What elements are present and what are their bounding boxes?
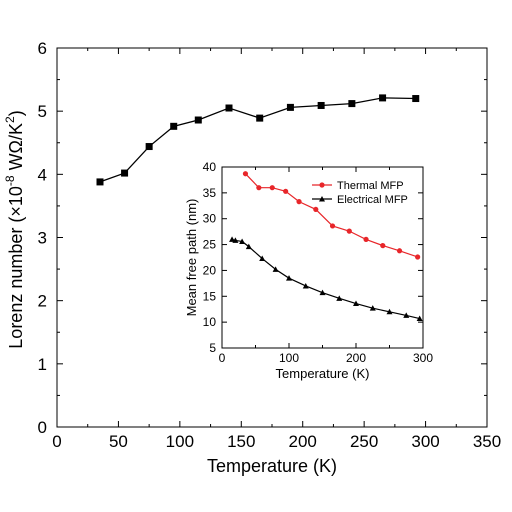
inset-data-point-triangle <box>286 275 292 281</box>
main-y-tick-label: 3 <box>38 229 47 248</box>
inset-data-point-triangle <box>245 243 252 250</box>
main-data-point <box>317 101 325 109</box>
main-x-tick-label: 50 <box>109 432 128 451</box>
inset-x-tick-label: 0 <box>219 351 226 365</box>
inset-data-point-triangle <box>232 237 239 243</box>
inset-background <box>167 155 440 391</box>
main-y-tick-label: 4 <box>38 165 47 184</box>
main-y-tick-label: 1 <box>38 355 47 374</box>
inset-data-point-triangle <box>386 308 393 315</box>
inset-data-point-triangle <box>239 238 246 244</box>
main-series-line <box>99 97 416 183</box>
main-x-tick-label: 300 <box>411 432 439 451</box>
main-x-tick-label: 150 <box>227 432 255 451</box>
inset-data-point-circle <box>296 199 302 205</box>
main-y-tick-label: 0 <box>38 418 47 437</box>
main-data-point <box>256 114 264 122</box>
main-y-tick-label: 6 <box>38 39 47 58</box>
inset-y-tick-label: 15 <box>203 289 217 303</box>
inset-x-axis-title: Temperature (K) <box>276 366 370 381</box>
main-data-point <box>145 143 153 151</box>
inset-data-point-circle <box>329 223 336 229</box>
inset-data-point-triangle <box>416 315 423 322</box>
main-data-point <box>194 116 202 124</box>
main-y-title-part: WΩ/K <box>6 123 26 175</box>
main-y-title-part: Lorenz number (×10 <box>6 186 26 349</box>
main-data-point <box>412 95 420 103</box>
inset-y-tick-label: 35 <box>203 186 217 200</box>
inset-data-point-circle <box>363 236 369 242</box>
legend-marker-circle <box>319 182 325 188</box>
inset-data-point-triangle <box>229 236 236 242</box>
inset-y-tick-label: 20 <box>203 263 217 277</box>
main-data-point <box>286 103 294 111</box>
inset-data-point-triangle <box>272 266 279 272</box>
inset-data-point-circle <box>242 171 249 177</box>
inset-y-axis-title: Mean free path (nm) <box>184 199 199 317</box>
legend-marker-triangle <box>319 196 325 202</box>
inset-data-point-triangle <box>369 305 376 311</box>
main-plot: 0 50 100 150 200 250 300 3500123456Temperature … <box>3 39 501 476</box>
inset-data-point-triangle <box>302 282 309 289</box>
inset-data-point-triangle <box>336 295 343 301</box>
inset-data-point-circle <box>380 243 386 249</box>
inset-x-tick-label: 200 <box>346 351 366 365</box>
inset-data-point-circle <box>313 206 319 213</box>
main-data-point <box>121 169 129 177</box>
inset-data-point-triangle <box>259 255 266 262</box>
inset-data-point-circle <box>396 248 403 254</box>
legend-label: Electrical MFP <box>337 194 408 206</box>
main-x-tick-label: 350 <box>473 432 501 451</box>
main-y-axis-title: Lorenz number (×10-8 WΩ/K2) <box>3 110 26 348</box>
main-data-point <box>96 178 104 186</box>
inset-data-point-triangle <box>353 300 359 307</box>
inset-y-tick-label: 25 <box>203 238 217 252</box>
inset-data-point-circle <box>269 185 275 191</box>
main-x-tick-label: 100 <box>166 432 194 451</box>
legend-label: Thermal MFP <box>337 180 404 192</box>
inset-y-tick-label: 40 <box>203 160 217 174</box>
main-y-tick-label: 5 <box>38 102 47 121</box>
main-data-point <box>379 94 387 102</box>
inset-data-point-triangle <box>319 289 326 296</box>
main-data-point <box>170 122 178 130</box>
main-x-tick-label: 0 <box>52 432 61 451</box>
inset-data-point-circle <box>346 228 352 234</box>
inset-data-point-circle <box>415 254 421 260</box>
main-y-title-part: ) <box>6 110 26 116</box>
inset-y-tick-label: 30 <box>203 212 217 226</box>
inset-y-tick-label: 10 <box>203 315 217 329</box>
inset-x-tick-label: 100 <box>279 351 299 365</box>
inset-plot: 0 100 200 300 5 10 15 20 25 30 35 40 Temperature (K)… <box>167 155 440 391</box>
main-data-point <box>348 100 356 108</box>
main-x-tick-label: 200 <box>289 432 317 451</box>
inset-x-tick-label: 300 <box>413 351 433 365</box>
main-x-axis-title: Temperature (K) <box>207 456 337 476</box>
main-y-title-exponent: 2 <box>3 116 17 123</box>
inset-data-point-circle <box>256 185 262 191</box>
inset-data-point-triangle <box>403 312 410 318</box>
main-data-point <box>225 104 233 112</box>
inset-y-tick-label: 5 <box>209 341 216 355</box>
main-y-tick-label: 2 <box>38 292 47 311</box>
inset-data-point-circle <box>283 188 289 194</box>
main-x-tick-label: 250 <box>350 432 378 451</box>
main-y-title-exponent: -8 <box>3 175 17 186</box>
